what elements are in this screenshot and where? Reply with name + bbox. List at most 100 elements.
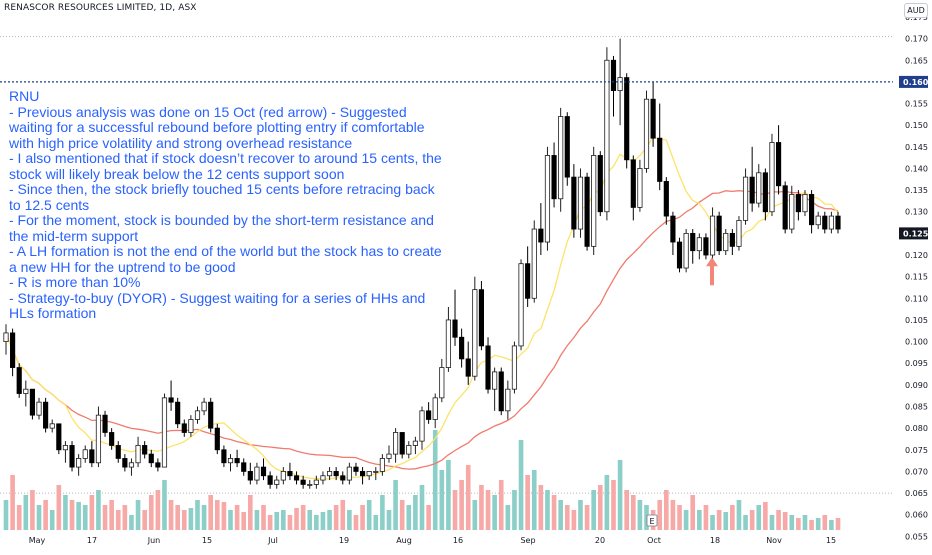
price-tick-label: 0.140	[905, 164, 928, 173]
candle-body-down	[221, 449, 227, 464]
candle-body-up	[82, 449, 88, 459]
candle	[769, 133, 775, 217]
candle-body-down	[340, 475, 346, 481]
time-tick-label: Oct	[647, 536, 661, 545]
volume-bar	[578, 500, 583, 530]
candle	[809, 190, 815, 234]
volume-bar	[43, 500, 48, 530]
candle-body-down	[670, 215, 676, 243]
candle	[419, 406, 425, 450]
candle-body-down	[115, 445, 121, 459]
candle-body-up	[742, 176, 749, 221]
price-tick-label: 0.145	[905, 143, 928, 152]
time-tick-label: Sep	[520, 536, 535, 545]
candle-body-up	[320, 475, 326, 481]
time-tick-label: 15	[826, 536, 836, 545]
volume-bar	[287, 515, 293, 530]
volume-bar	[446, 460, 451, 530]
candle	[128, 458, 135, 476]
candle-body-down	[399, 432, 405, 455]
candle	[518, 259, 524, 351]
candle-body-up	[227, 458, 234, 464]
volume-bar	[188, 508, 194, 530]
price-tick-label: 0.055	[905, 532, 928, 541]
candlesticks	[3, 38, 841, 489]
volume-bar	[518, 440, 524, 530]
candle-body-down	[630, 159, 636, 208]
note-line: - For the moment, stock is bounded by th…	[9, 212, 434, 244]
time-axis[interactable]: May 17 Jun 15 Jul 19 Aug 16 Sep 20 Oct 18 Nov 15	[29, 536, 836, 545]
candle-body-down	[610, 59, 617, 91]
candle-body-down	[564, 116, 570, 178]
volume-bar	[809, 520, 814, 530]
candle-body-up	[769, 142, 775, 213]
time-tick-label: 15	[202, 536, 212, 545]
candle-body-down	[175, 401, 181, 425]
price-tick-label: 0.150	[905, 121, 928, 130]
volume-bar	[796, 518, 801, 530]
candle	[29, 388, 35, 420]
candle	[10, 328, 16, 377]
earnings-e-icon[interactable]	[646, 514, 658, 527]
volume-bar	[617, 460, 623, 530]
candle	[637, 159, 643, 212]
candle	[234, 449, 240, 468]
candle	[736, 216, 742, 251]
candle-body-up	[161, 397, 168, 468]
price-axis[interactable]: 0.055 0.060 0.065 0.070 0.075 0.080 0.085 0.090…	[899, 13, 929, 541]
candle	[525, 246, 531, 307]
candle-body-up	[439, 367, 445, 399]
volume-bar	[492, 495, 497, 530]
volume-bar	[413, 495, 418, 530]
volume-bar	[591, 490, 596, 530]
candle-body-up	[558, 116, 564, 200]
chart-overlays: E	[0, 81, 893, 527]
candle-body-down	[29, 388, 35, 416]
volume-bar	[115, 510, 121, 530]
time-tick-label: 16	[453, 536, 463, 545]
candle	[346, 462, 352, 485]
candle	[478, 280, 485, 351]
candle-body-up	[802, 194, 808, 213]
candle	[260, 458, 267, 481]
volume-bar	[254, 510, 260, 530]
candle	[122, 454, 128, 472]
candle	[386, 445, 392, 463]
volume-bar	[155, 490, 161, 530]
candle-body-up	[135, 445, 141, 464]
candle	[756, 164, 762, 208]
volume-bar	[406, 505, 412, 530]
volume-bar	[380, 495, 385, 530]
candle-body-up	[709, 215, 716, 256]
reference-price-tag	[899, 75, 928, 88]
candle	[828, 211, 834, 234]
red-arrow-icon	[706, 257, 718, 286]
candle	[716, 211, 722, 256]
volume-bar	[393, 480, 398, 530]
candle	[313, 475, 319, 489]
candle	[208, 397, 214, 433]
volume-bar	[221, 502, 227, 530]
candle	[749, 146, 755, 212]
candle	[115, 441, 121, 463]
time-tick-label: Nov	[766, 536, 782, 545]
candle-body-down	[538, 228, 544, 243]
currency-button[interactable]: AUD	[904, 3, 928, 18]
candle	[201, 397, 207, 416]
candle-body-down	[749, 176, 755, 204]
volume-bar	[723, 512, 729, 530]
candle-body-down	[676, 241, 683, 269]
volume-bar	[340, 500, 346, 530]
volume-bar	[16, 505, 22, 530]
candle	[412, 436, 418, 455]
last-price-tag-label: 0.125	[903, 229, 929, 238]
candle-body-up	[194, 410, 201, 420]
volume-bar	[122, 505, 128, 530]
candle	[175, 397, 181, 429]
price-tick-label: 0.120	[905, 251, 928, 260]
candle	[214, 423, 220, 455]
candle-body-down	[69, 445, 75, 468]
volume-bar	[538, 485, 544, 530]
